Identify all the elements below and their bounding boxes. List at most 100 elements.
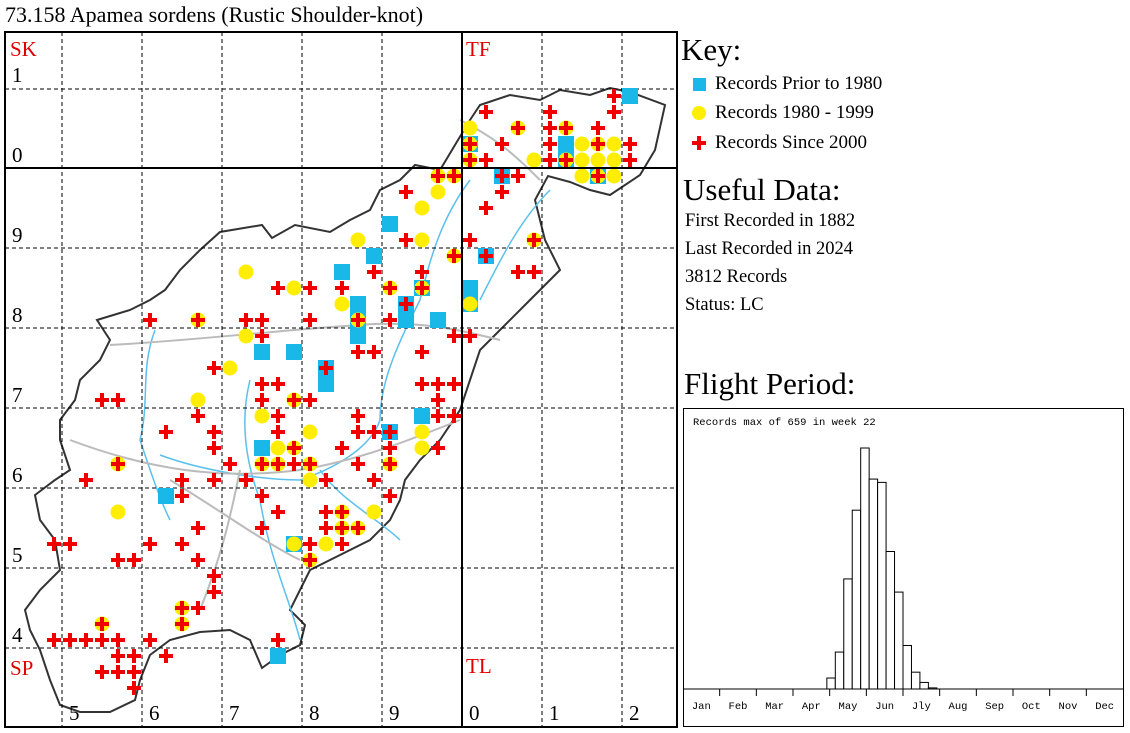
easting-labels: 5 6 7 8 9 0 1 2 xyxy=(69,701,640,725)
week-bar xyxy=(834,651,845,690)
record-marker-since-2000 xyxy=(447,409,461,423)
record-marker-since-2000 xyxy=(431,441,445,455)
record-marker-prior-1980 xyxy=(350,328,366,344)
record-marker-since-2000 xyxy=(287,393,301,407)
record-marker-since-2000 xyxy=(527,233,541,247)
record-marker-since-2000 xyxy=(607,105,621,119)
week-bar xyxy=(885,550,896,690)
status: Status: LC xyxy=(685,295,764,315)
record-marker-1980-1999 xyxy=(238,328,254,344)
record-marker-since-2000 xyxy=(271,409,285,423)
month-label: Apr xyxy=(802,701,821,713)
record-marker-since-2000 xyxy=(111,649,125,663)
red-cross-icon xyxy=(686,135,712,151)
record-marker-since-2000 xyxy=(127,553,141,567)
record-marker-since-2000 xyxy=(143,537,157,551)
record-marker-since-2000 xyxy=(543,153,557,167)
record-marker-since-2000 xyxy=(463,153,477,167)
record-marker-1980-1999 xyxy=(286,536,302,552)
easting-label: 6 xyxy=(149,701,160,725)
record-marker-1980-1999 xyxy=(334,296,350,312)
useful-data-heading: Useful Data: xyxy=(683,172,841,207)
record-marker-since-2000 xyxy=(623,137,637,151)
record-marker-since-2000 xyxy=(271,281,285,295)
record-marker-since-2000 xyxy=(399,297,413,311)
record-marker-since-2000 xyxy=(303,553,317,567)
square-label-tl: TL xyxy=(466,654,492,678)
week-bar xyxy=(910,671,921,690)
record-marker-since-2000 xyxy=(191,313,205,327)
record-marker-1980-1999 xyxy=(414,200,430,216)
record-marker-1980-1999 xyxy=(430,184,446,200)
easting-label: 7 xyxy=(229,701,240,725)
week-bar xyxy=(902,644,912,690)
record-marker-1980-1999 xyxy=(414,440,430,456)
record-marker-since-2000 xyxy=(607,89,621,103)
record-marker-since-2000 xyxy=(63,633,77,647)
record-marker-since-2000 xyxy=(431,409,445,423)
northing-label: 5 xyxy=(12,543,23,567)
record-marker-since-2000 xyxy=(175,489,189,503)
record-marker-since-2000 xyxy=(175,537,189,551)
legend-item-prior-1980: Records Prior to 1980 xyxy=(686,73,882,95)
record-marker-since-2000 xyxy=(559,121,573,135)
record-marker-since-2000 xyxy=(143,313,157,327)
record-marker-since-2000 xyxy=(127,649,141,663)
record-marker-1980-1999 xyxy=(462,296,478,312)
record-marker-prior-1980 xyxy=(254,344,270,360)
record-marker-since-2000 xyxy=(255,377,269,391)
record-marker-since-2000 xyxy=(511,121,525,135)
record-marker-since-2000 xyxy=(463,329,477,343)
record-marker-1980-1999 xyxy=(414,424,430,440)
record-marker-since-2000 xyxy=(415,377,429,391)
record-marker-since-2000 xyxy=(383,489,397,503)
record-marker-since-2000 xyxy=(543,137,557,151)
record-marker-since-2000 xyxy=(191,553,205,567)
record-marker-prior-1980 xyxy=(462,280,478,296)
month-label: Jly xyxy=(912,701,931,713)
record-marker-1980-1999 xyxy=(190,392,206,408)
last-recorded: Last Recorded in 2024 xyxy=(685,239,853,259)
rivers xyxy=(139,179,551,641)
record-marker-since-2000 xyxy=(207,585,221,599)
record-marker-prior-1980 xyxy=(158,488,174,504)
record-marker-since-2000 xyxy=(255,457,269,471)
record-marker-since-2000 xyxy=(207,473,221,487)
week-bar xyxy=(919,681,929,690)
record-marker-since-2000 xyxy=(559,153,573,167)
record-marker-since-2000 xyxy=(95,665,109,679)
record-marker-since-2000 xyxy=(479,105,493,119)
flight-period-chart: Records max of 659 in week 22 Jan Feb Mar A… xyxy=(683,408,1124,727)
easting-label: 2 xyxy=(629,701,640,725)
record-marker-since-2000 xyxy=(143,633,157,647)
record-marker-prior-1980 xyxy=(430,312,446,328)
record-marker-prior-1980 xyxy=(270,648,286,664)
record-marker-since-2000 xyxy=(47,537,61,551)
record-marker-1980-1999 xyxy=(318,536,334,552)
record-marker-prior-1980 xyxy=(350,296,366,312)
record-marker-since-2000 xyxy=(351,457,365,471)
record-marker-since-2000 xyxy=(127,665,141,679)
record-marker-prior-1980 xyxy=(558,136,574,152)
record-marker-since-2000 xyxy=(479,153,493,167)
record-marker-1980-1999 xyxy=(286,280,302,296)
record-marker-since-2000 xyxy=(463,137,477,151)
record-marker-1980-1999 xyxy=(606,168,622,184)
record-marker-1980-1999 xyxy=(238,264,254,280)
record-marker-1980-1999 xyxy=(302,424,318,440)
record-marker-since-2000 xyxy=(255,313,269,327)
record-marker-since-2000 xyxy=(431,393,445,407)
record-marker-since-2000 xyxy=(335,441,349,455)
record-marker-1980-1999 xyxy=(606,152,622,168)
easting-label: 5 xyxy=(69,701,80,725)
record-marker-1980-1999 xyxy=(366,504,382,520)
record-marker-prior-1980 xyxy=(318,376,334,392)
record-marker-since-2000 xyxy=(351,409,365,423)
record-marker-since-2000 xyxy=(431,377,445,391)
week-bar xyxy=(894,591,904,690)
record-marker-since-2000 xyxy=(303,281,317,295)
record-marker-since-2000 xyxy=(447,377,461,391)
record-marker-since-2000 xyxy=(351,521,365,535)
record-marker-since-2000 xyxy=(399,185,413,199)
week-bar xyxy=(851,509,862,690)
